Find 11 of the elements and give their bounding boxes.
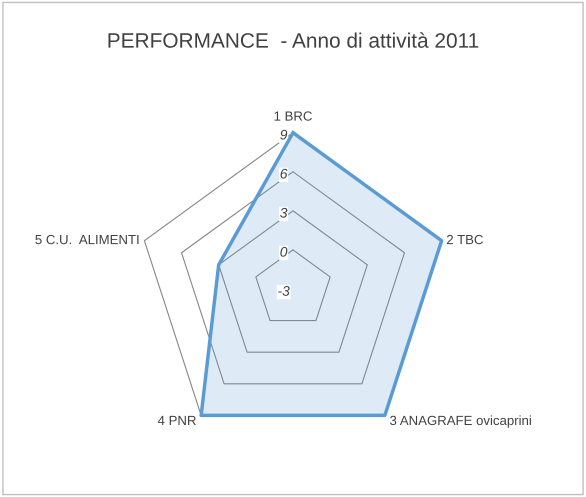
- y-tick-label: -3: [278, 286, 290, 296]
- spoke-label: 2 TBC: [446, 234, 483, 244]
- spoke-label: 3 ANAGRAFE ovicaprini: [390, 415, 531, 428]
- chart-title: PERFORMANCE - Anno di attività 2011: [108, 32, 478, 48]
- y-tick-label: 0: [280, 246, 288, 257]
- spoke-label: 5 C.U. ALIMENTI: [35, 234, 138, 244]
- spoke-label: 1 BRC: [274, 111, 312, 121]
- y-tick-label: 6: [280, 168, 288, 179]
- spoke-label: 4 PNR: [158, 416, 196, 425]
- y-tick-label: 3: [280, 208, 288, 218]
- y-tick-label: 9: [280, 130, 288, 140]
